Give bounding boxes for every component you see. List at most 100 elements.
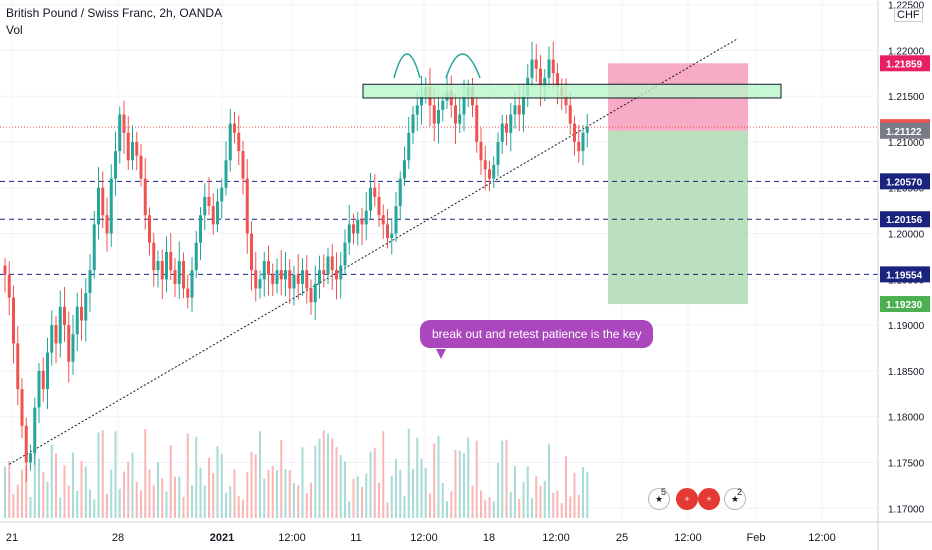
currency-selector[interactable]: CHF xyxy=(894,8,923,22)
volume-bar xyxy=(353,479,355,518)
take-profit-zone xyxy=(608,131,748,304)
volume-bar xyxy=(123,472,125,518)
candle-body xyxy=(339,266,342,280)
time-tick-label: 12:00 xyxy=(410,532,438,544)
candle-body xyxy=(229,124,232,161)
volume-bar xyxy=(336,447,338,518)
volume-bar xyxy=(280,440,282,518)
time-tick-label: 21 xyxy=(6,532,18,544)
volume-bar xyxy=(387,502,389,518)
volume-bar xyxy=(319,439,321,518)
candle-body xyxy=(552,60,555,74)
volume-bar xyxy=(442,483,444,518)
volume-bar xyxy=(302,447,304,518)
candle-body xyxy=(395,206,398,233)
annotation-callout-tail xyxy=(436,349,446,359)
volume-bar xyxy=(476,441,478,518)
price-tick-label: 1.20000 xyxy=(888,230,925,241)
volume-bar xyxy=(106,494,108,518)
candle-body xyxy=(433,105,436,123)
volume-bar xyxy=(38,459,40,518)
candle-body xyxy=(4,266,7,275)
candle-body xyxy=(365,211,368,225)
candle-body xyxy=(212,206,215,224)
candle-body xyxy=(195,243,198,270)
candle-body xyxy=(441,101,444,110)
candle-body xyxy=(297,275,300,284)
volume-bar xyxy=(174,477,176,518)
volume-bar xyxy=(81,461,83,518)
volume-bar xyxy=(382,431,384,518)
event-flag-swiss-icon[interactable]: + xyxy=(698,488,720,510)
candle-body xyxy=(25,426,28,463)
price-tick-label: 1.17500 xyxy=(888,458,925,469)
candle-body xyxy=(301,270,304,284)
volume-bar xyxy=(421,459,423,518)
volume-bar xyxy=(98,433,100,518)
candle-body xyxy=(225,160,228,187)
candle-body xyxy=(254,270,257,288)
volume-bar xyxy=(540,486,542,518)
candle-body xyxy=(280,270,283,279)
candle-body xyxy=(352,224,355,233)
volume-bar xyxy=(178,477,180,518)
event-flag-uk-icon[interactable]: ★ 5 xyxy=(648,488,670,510)
volume-bar xyxy=(327,433,329,518)
candle-body xyxy=(407,133,410,160)
candle-body xyxy=(157,261,160,270)
time-tick-label: 2021 xyxy=(210,532,234,544)
candle-body xyxy=(199,215,202,242)
volume-bar xyxy=(374,448,376,518)
volume-bar xyxy=(425,468,427,518)
candle-body xyxy=(284,270,287,279)
annotation-callout[interactable]: break out and retest patience is the key xyxy=(420,320,653,348)
candle-body xyxy=(237,133,240,151)
candle-body xyxy=(182,261,185,288)
volume-bar xyxy=(501,441,503,518)
candle-body xyxy=(327,256,330,274)
volume-bar xyxy=(285,469,287,518)
volume-bar xyxy=(408,429,410,518)
volume-bar xyxy=(370,452,372,518)
candle-body xyxy=(586,127,589,132)
candle-body xyxy=(399,179,402,206)
candle-body xyxy=(492,165,495,179)
volume-bar xyxy=(153,486,155,518)
candle-body xyxy=(501,124,504,142)
time-tick-label: 12:00 xyxy=(674,532,702,544)
volume-bar xyxy=(195,437,197,518)
price-tick-label: 1.21000 xyxy=(888,138,925,149)
volume-bar xyxy=(523,482,525,518)
volume-bar xyxy=(557,491,559,518)
event-flag-swiss-icon[interactable]: + xyxy=(676,488,698,510)
candle-body xyxy=(46,353,49,390)
candle-body xyxy=(33,408,36,454)
volume-bar xyxy=(136,482,138,518)
candle-body xyxy=(403,160,406,178)
volume-bar xyxy=(272,466,274,518)
candle-body xyxy=(233,124,236,133)
volume-bar xyxy=(331,438,333,518)
candle-body xyxy=(378,197,381,215)
volume-bar xyxy=(552,493,554,518)
candle-body xyxy=(509,114,512,132)
candle-body xyxy=(114,151,117,178)
volume-bar xyxy=(310,483,312,518)
volume-bar xyxy=(514,466,516,518)
candle-body xyxy=(259,279,262,288)
candle-body xyxy=(314,284,317,302)
candle-body xyxy=(16,343,19,389)
volume-bar xyxy=(89,490,91,518)
event-flag-uk-icon[interactable]: ★ 2 xyxy=(724,488,746,510)
volume-bar xyxy=(170,445,172,518)
time-tick-label: 12:00 xyxy=(808,532,836,544)
candle-body xyxy=(271,275,274,284)
volume-bar xyxy=(132,453,134,518)
volume-bar xyxy=(544,481,546,518)
candle-body xyxy=(110,179,113,234)
candle-body xyxy=(480,142,483,160)
candle-body xyxy=(382,215,385,224)
candle-body xyxy=(161,261,164,279)
volume-bar xyxy=(246,472,248,518)
